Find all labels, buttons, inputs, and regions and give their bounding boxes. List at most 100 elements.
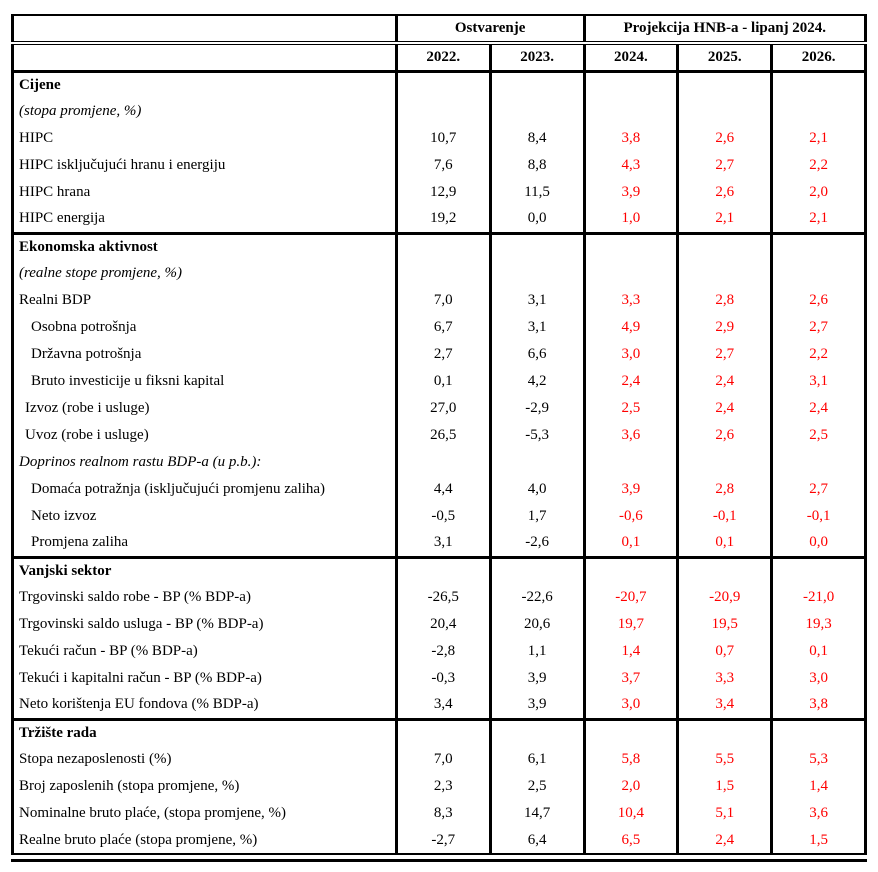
table-row: Domaća potražnja (isključujući promjenu … (11, 476, 867, 503)
projection-value-cell: 4,9 (582, 314, 680, 341)
actual-value-cell: 6,1 (488, 746, 586, 773)
row-label: Promjena zaliha (11, 530, 398, 557)
projection-value-cell: 5,3 (770, 746, 867, 773)
actual-value-cell: 12,9 (394, 179, 492, 206)
projection-value-cell: 5,5 (676, 746, 774, 773)
table-row: Ekonomska aktivnost (11, 231, 867, 260)
row-label: Državna potrošnja (11, 341, 398, 368)
row-label: HIPC hrana (11, 179, 398, 206)
actual-value-cell: 4,2 (488, 368, 586, 395)
actual-value-cell: 0,1 (394, 368, 492, 395)
projection-value-cell (582, 449, 680, 476)
actual-value-cell: 4,4 (394, 476, 492, 503)
actual-value-cell: -22,6 (488, 584, 586, 611)
projection-value-cell: 2,8 (676, 287, 774, 314)
projection-value-cell: 3,3 (582, 287, 680, 314)
projection-value-cell: 1,4 (582, 638, 680, 665)
projection-value-cell: 3,9 (582, 476, 680, 503)
table-row: Neto izvoz -0,5 1,7 -0,6 -0,1 -0,1 (11, 503, 867, 530)
actual-value-cell (394, 69, 492, 98)
actual-value-cell: 14,7 (488, 800, 586, 827)
actual-value-cell (394, 449, 492, 476)
table-row: HIPC hrana 12,9 11,5 3,9 2,6 2,0 (11, 179, 867, 206)
row-label: Stopa nezaposlenosti (%) (11, 746, 398, 773)
table-row: (stopa promjene, %) (11, 98, 867, 125)
row-label: Tržište rada (11, 717, 398, 746)
table-row: Realni BDP 7,0 3,1 3,3 2,8 2,6 (11, 287, 867, 314)
projection-value-cell: 2,6 (676, 179, 774, 206)
projection-value-cell: 3,0 (582, 341, 680, 368)
row-label: HIPC (11, 125, 398, 152)
projection-value-cell: 3,9 (582, 179, 680, 206)
row-label: Vanjski sektor (11, 555, 398, 584)
actual-value-cell: 3,4 (394, 692, 492, 719)
projection-value-cell: 2,0 (582, 773, 680, 800)
row-label: HIPC energija (11, 206, 398, 233)
group-header-projekcija: Projekcija HNB-a - lipanj 2024. (582, 15, 867, 45)
projection-value-cell: 2,6 (770, 287, 867, 314)
row-label: Realni BDP (11, 287, 398, 314)
table-row: Trgovinski saldo usluga - BP (% BDP-a) 20… (11, 611, 867, 638)
projection-value-cell (582, 717, 680, 746)
projection-value-cell: 0,0 (770, 530, 867, 557)
table-row: Tržište rada (11, 717, 867, 746)
actual-value-cell: 2,3 (394, 773, 492, 800)
row-label: (realne stope promjene, %) (11, 260, 398, 287)
projection-value-cell: 2,2 (770, 152, 867, 179)
projection-value-cell: 2,4 (676, 827, 774, 854)
actual-value-cell: -0,5 (394, 503, 492, 530)
actual-value-cell (488, 231, 586, 260)
projection-value-cell: 2,8 (676, 476, 774, 503)
actual-value-cell: 19,2 (394, 206, 492, 233)
projection-value-cell (676, 231, 774, 260)
projection-value-cell: 2,4 (676, 395, 774, 422)
projection-value-cell: 3,6 (770, 800, 867, 827)
projection-value-cell: 3,0 (770, 665, 867, 692)
row-label: Neto korištenja EU fondova (% BDP-a) (11, 692, 398, 719)
row-label: HIPC isključujući hranu i energiju (11, 152, 398, 179)
projection-value-cell: 2,1 (770, 206, 867, 233)
actual-value-cell: 3,9 (488, 665, 586, 692)
projection-value-cell: 10,4 (582, 800, 680, 827)
projection-value-cell (582, 98, 680, 125)
table-row: Doprinos realnom rastu BDP-a (u p.b.): (11, 449, 867, 476)
projection-value-cell: 0,1 (582, 530, 680, 557)
projection-value-cell: 0,1 (770, 638, 867, 665)
projection-value-cell: 3,1 (770, 368, 867, 395)
projection-value-cell: -0,1 (770, 503, 867, 530)
projection-value-cell: 0,7 (676, 638, 774, 665)
projection-value-cell (676, 717, 774, 746)
actual-value-cell: 27,0 (394, 395, 492, 422)
projection-value-cell: 2,5 (770, 422, 867, 449)
projection-value-cell (770, 98, 867, 125)
actual-value-cell: 6,7 (394, 314, 492, 341)
actual-value-cell: 4,0 (488, 476, 586, 503)
table-row: Neto korištenja EU fondova (% BDP-a) 3,4 3… (11, 692, 867, 719)
projection-value-cell (770, 69, 867, 98)
year-header-row: 2022. 2023. 2024. 2025. 2026. (11, 43, 867, 73)
projection-value-cell (770, 231, 867, 260)
actual-value-cell: 6,6 (488, 341, 586, 368)
empty-corner-cell (11, 15, 398, 45)
actual-value-cell (394, 717, 492, 746)
actual-value-cell: 7,0 (394, 287, 492, 314)
actual-value-cell: -0,3 (394, 665, 492, 692)
table-row: Tekući račun - BP (% BDP-a) -2,8 1,1 1,4 0,7… (11, 638, 867, 665)
projection-value-cell (770, 717, 867, 746)
actual-value-cell (394, 98, 492, 125)
table-row: Stopa nezaposlenosti (%) 7,0 6,1 5,8 5,5 5,3 (11, 746, 867, 773)
year-header-2023: 2023. (488, 43, 586, 73)
table-row: Broj zaposlenih (stopa promjene, %) 2,3 2,… (11, 773, 867, 800)
actual-value-cell: 20,4 (394, 611, 492, 638)
year-header-2026: 2026. (770, 43, 867, 73)
row-label: (stopa promjene, %) (11, 98, 398, 125)
projection-value-cell: 2,1 (770, 125, 867, 152)
projection-value-cell: 3,8 (770, 692, 867, 719)
projection-value-cell: 19,3 (770, 611, 867, 638)
row-label: Realne bruto plaće (stopa promjene, %) (11, 827, 398, 854)
table-row: Uvoz (robe i usluge) 26,5 -5,3 3,6 2,6 2,5 (11, 422, 867, 449)
projection-value-cell: 1,4 (770, 773, 867, 800)
table-row: Nominalne bruto plaće, (stopa promjene, … (11, 800, 867, 827)
actual-value-cell: 3,1 (488, 287, 586, 314)
